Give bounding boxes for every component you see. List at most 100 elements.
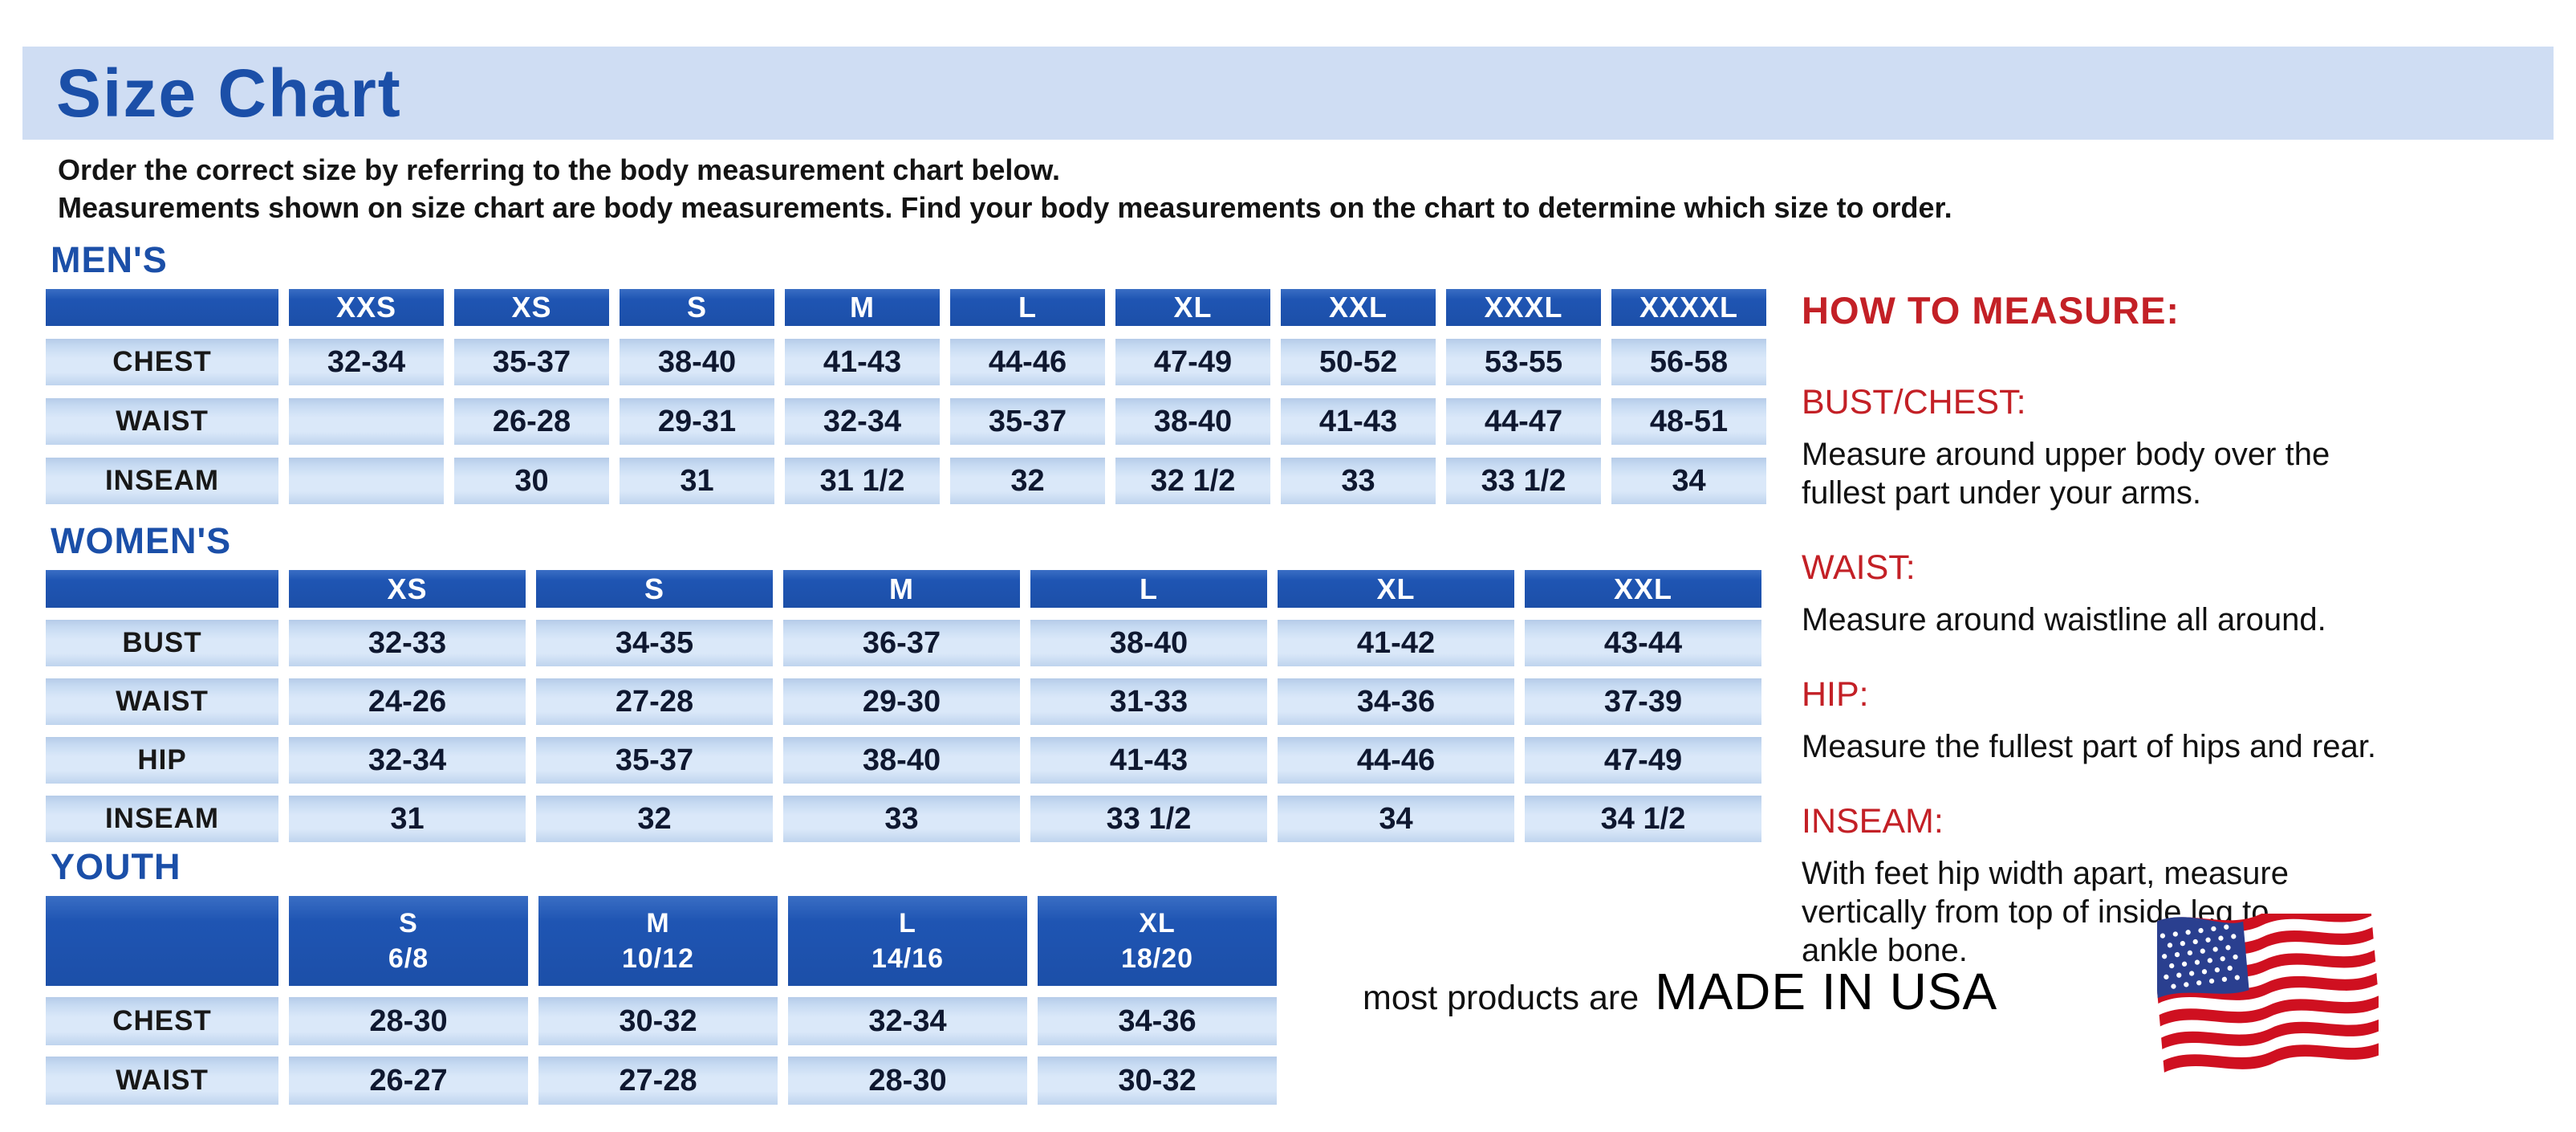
section-youth: YOUTH S 6/8 M 10/12 L 14/16 XL 18/20 CHEST 28-30 3… <box>46 848 1277 1105</box>
flag-stripe <box>2161 1018 2379 1050</box>
size-value: 41-43 <box>1281 398 1436 445</box>
flag-star <box>2224 924 2229 930</box>
row-label: WAIST <box>46 398 278 445</box>
size-value: 32 <box>950 458 1105 504</box>
size-value: 34-35 <box>536 620 773 666</box>
flag-star <box>2207 958 2212 963</box>
measure-desc-line: Measure around upper body over the <box>1802 437 2330 472</box>
footer-note: most products are MADE IN USA <box>1363 962 1997 1021</box>
size-value: 38-40 <box>1030 620 1267 666</box>
column-header-range: 14/16 <box>871 943 945 974</box>
measure-term: WAIST: <box>1802 548 1916 587</box>
flag-star <box>2233 954 2238 960</box>
size-value: 47-49 <box>1115 339 1270 385</box>
size-value: 35-37 <box>454 339 609 385</box>
flag-star <box>2164 974 2169 980</box>
size-value: 56-58 <box>1611 339 1766 385</box>
flag-star <box>2211 926 2216 932</box>
size-value: 33 1/2 <box>1030 796 1267 842</box>
column-header-range: 6/8 <box>388 943 429 974</box>
size-value: 30-32 <box>1038 1057 1277 1105</box>
size-value: 31 <box>620 458 774 504</box>
size-value: 32 <box>536 796 773 842</box>
size-value: 33 <box>783 796 1020 842</box>
flag-star <box>2194 959 2200 965</box>
made-in-usa-text: MADE IN USA <box>1655 963 1998 1020</box>
flag-star <box>2208 978 2215 984</box>
size-value: 33 <box>1281 458 1436 504</box>
column-header: XXS <box>289 289 444 326</box>
measure-desc: Measure the fullest part of hips and rea… <box>1802 727 2524 766</box>
size-value: 32-33 <box>289 620 526 666</box>
column-header: S 6/8 <box>289 896 528 986</box>
size-value: 27-28 <box>536 678 773 725</box>
size-value: 53-55 <box>1446 339 1601 385</box>
measure-desc-line: With feet hip width apart, measure <box>1802 856 2289 891</box>
mens-size-table: XXS XS S M L XL XXL XXXL XXXXL CHEST 32-34 35-37 38-… <box>46 289 1766 504</box>
flag-stripe <box>2162 1029 2379 1061</box>
size-value: 34-36 <box>1278 678 1514 725</box>
measure-desc-line: fullest part under your arms. <box>1802 475 2201 511</box>
size-value: 31-33 <box>1030 678 1267 725</box>
flag-star <box>2187 950 2193 956</box>
column-header: S <box>620 289 774 326</box>
womens-size-table: XS S M L XL XXL BUST 32-33 34-35 36-37 38-40 41-42 4… <box>46 570 1761 842</box>
measure-desc: Measure around waistline all around. <box>1802 601 2524 639</box>
size-value: 38-40 <box>783 737 1020 784</box>
flag-star <box>2185 930 2191 935</box>
column-header: XS <box>454 289 609 326</box>
column-header: S <box>536 570 773 608</box>
flag-stripe <box>2158 984 2379 1016</box>
intro-text: Order the correct size by referring to t… <box>58 151 1952 226</box>
flag-star <box>2218 935 2224 941</box>
flag-star <box>2231 934 2237 939</box>
flag-star <box>2205 937 2211 943</box>
flag-star <box>2234 975 2240 980</box>
flag-star <box>2212 947 2218 952</box>
footer-prefix: most products are <box>1363 979 1639 1017</box>
column-header-range: 10/12 <box>621 943 695 974</box>
row-label: CHEST <box>46 339 278 385</box>
size-value: 32-34 <box>289 339 444 385</box>
size-value: 29-30 <box>783 678 1020 725</box>
size-value: 34 <box>1611 458 1766 504</box>
flag-star <box>2220 956 2225 962</box>
column-header-size: XL <box>1139 908 1176 939</box>
measure-items: BUST/CHEST: Measure around upper body ove… <box>1802 384 2524 970</box>
size-value: 44-46 <box>950 339 1105 385</box>
row-label: INSEAM <box>46 458 278 504</box>
size-value: 44-46 <box>1278 737 1514 784</box>
size-value: 32 1/2 <box>1115 458 1270 504</box>
section-heading-womens: WOMEN'S <box>51 520 232 561</box>
column-header: XS <box>289 570 526 608</box>
column-header-size: S <box>399 908 418 939</box>
size-value <box>289 398 444 445</box>
size-value: 33 1/2 <box>1446 458 1601 504</box>
flag-star <box>2160 933 2166 939</box>
column-header-size: L <box>899 908 916 939</box>
section-heading-mens: MEN'S <box>51 239 168 280</box>
column-header: XXL <box>1281 289 1436 326</box>
section-womens: WOMEN'S XS S M L XL XXL BUST 32-33 34-35 36-37 38-… <box>46 522 1761 842</box>
flag-star <box>2188 971 2195 976</box>
flag-star <box>2184 982 2189 987</box>
table-corner-cell <box>46 896 278 986</box>
size-value: 31 1/2 <box>785 458 940 504</box>
flag-star <box>2181 961 2188 967</box>
size-value: 29-31 <box>620 398 774 445</box>
row-label: HIP <box>46 737 278 784</box>
flag-star <box>2227 965 2233 971</box>
size-value: 44-47 <box>1446 398 1601 445</box>
column-header: XXXL <box>1446 289 1601 326</box>
column-header-size: M <box>646 908 670 939</box>
size-value: 47-49 <box>1525 737 1761 784</box>
measure-heading: HOW TO MEASURE: <box>1802 289 2180 332</box>
column-header: XL <box>1278 570 1514 608</box>
size-value: 30-32 <box>538 997 778 1045</box>
table-corner-cell <box>46 289 278 326</box>
size-value: 35-37 <box>950 398 1105 445</box>
flag-star <box>2225 945 2231 951</box>
column-header: M <box>783 570 1020 608</box>
size-value: 28-30 <box>788 1057 1027 1105</box>
column-header: L <box>950 289 1105 326</box>
